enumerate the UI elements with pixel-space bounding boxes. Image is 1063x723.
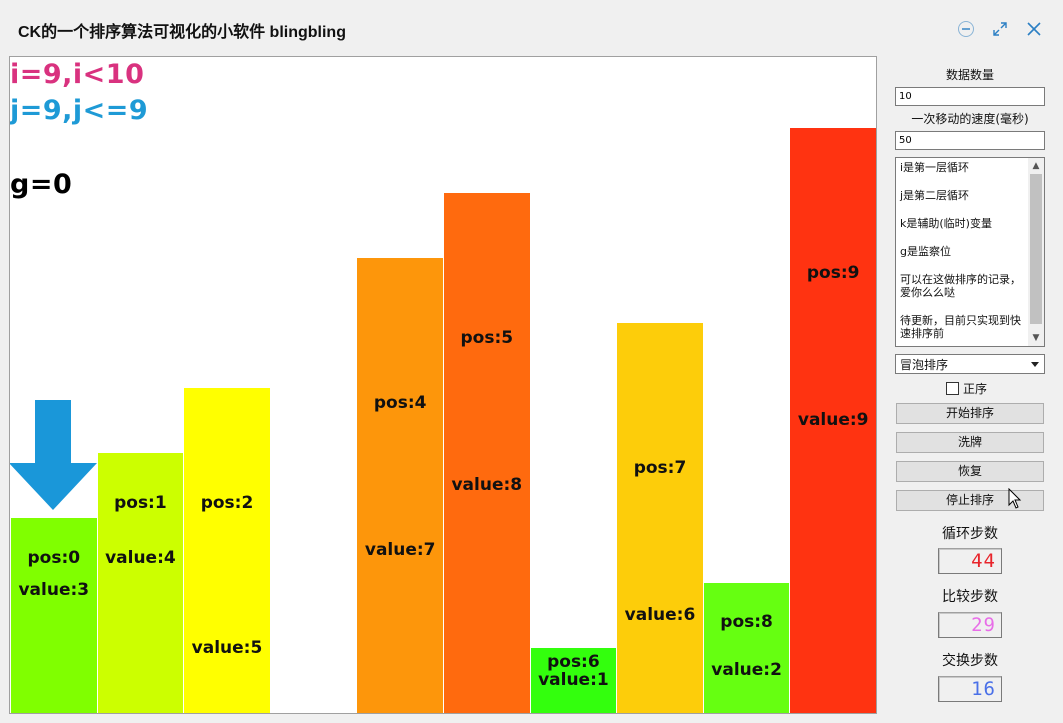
ascending-option[interactable]: 正序: [946, 380, 987, 397]
bar-pos-label: pos:0: [27, 548, 81, 568]
flag-g-status: g=0: [10, 169, 73, 200]
notes-content: i是第一层循环 j是第二层循环 k是辅助(临时)变量 g是监察位可以在这做排序的记录，…: [896, 158, 1028, 346]
minimize-icon: [958, 21, 974, 37]
note-item: i是第一层循环: [900, 161, 970, 174]
close-icon: [1027, 22, 1041, 36]
note-item: k是辅助(临时)变量: [900, 217, 992, 230]
sort-bar: pos:0 value:3: [10, 518, 97, 713]
bar-pos-label: pos:7: [633, 458, 687, 478]
scroll-up-icon[interactable]: ▲: [1032, 161, 1040, 171]
maximize-button[interactable]: [987, 16, 1013, 42]
sort-bar: pos:8 value:2: [702, 583, 790, 713]
bar-value-label: value:8: [451, 475, 523, 495]
data-count-input[interactable]: [895, 87, 1045, 106]
note-item: 待更新，目前只实现到快速排序前: [900, 314, 1021, 340]
data-count-label: 数据数量: [945, 68, 994, 82]
maximize-icon: [993, 22, 1007, 36]
swap-steps-display: 16: [938, 676, 1002, 702]
title-bar: CK的一个排序算法可视化的小软件 blingbling: [0, 0, 1063, 56]
sort-bar: pos:1 value:4: [96, 453, 184, 713]
bar-pos-label: pos:1: [114, 493, 167, 513]
stop-sort-button[interactable]: 停止排序: [896, 490, 1044, 511]
sort-bar: pos:7 value:6: [616, 323, 703, 713]
restore-button[interactable]: 恢复: [896, 461, 1044, 482]
minimize-button[interactable]: [953, 16, 979, 42]
compare-steps-display: 29: [938, 612, 1002, 638]
scroll-down-icon[interactable]: ▼: [1032, 333, 1040, 343]
bar-pos-label: pos:2: [200, 493, 254, 513]
bar-value-label: value:1: [538, 670, 609, 690]
ascending-label: 正序: [963, 382, 988, 396]
sort-bar: pos:4 value:7: [356, 258, 443, 713]
chevron-down-icon: [1031, 362, 1039, 367]
speed-input[interactable]: [895, 131, 1045, 150]
mouse-pointer-icon: [1008, 488, 1022, 509]
bar-pos-label: pos:4: [373, 393, 427, 413]
bar-pos-label: pos:8: [720, 612, 773, 632]
bar-pos-label: pos:6: [547, 652, 600, 672]
bar-value-label: value:3: [18, 580, 90, 600]
window-title: CK的一个排序算法可视化的小软件 blingbling: [18, 24, 346, 41]
speed-label: 一次移动的速度(毫秒): [911, 112, 1029, 126]
notes-textarea[interactable]: i是第一层循环 j是第二层循环 k是辅助(临时)变量 g是监察位可以在这做排序的记录，…: [895, 157, 1045, 347]
bar-value-label: value:5: [191, 638, 263, 658]
swap-steps-label: 交换步数: [942, 653, 998, 669]
sort-canvas: pos:0 value:3 pos:1 value:4 pos:2 value:5 pos:…: [9, 56, 877, 714]
sort-bar: pos:5 value:8: [443, 193, 530, 713]
algorithm-select[interactable]: 冒泡排序: [895, 354, 1045, 374]
loop-steps-display: 44: [938, 548, 1002, 574]
sort-bar: pos:9 value:9: [789, 128, 876, 713]
loop-steps-label: 循环步数: [942, 526, 998, 542]
loop-i-status: i=9,i<10: [10, 59, 145, 90]
notes-scrollbar[interactable]: ▲ ▼: [1028, 158, 1044, 346]
bar-value-label: value:7: [364, 540, 436, 560]
note-item: j是第二层循环: [900, 189, 970, 202]
shuffle-button[interactable]: 洗牌: [896, 432, 1044, 453]
bar-value-label: value:6: [624, 605, 696, 625]
note-item: g是监察位: [900, 245, 951, 258]
sort-bar: pos:6 value:1: [529, 648, 617, 713]
compare-steps-label: 比较步数: [942, 589, 998, 605]
bar-pos-label: pos:9: [806, 263, 860, 283]
bar-value-label: value:9: [797, 410, 869, 430]
note-item: 可以在这做排序的记录，爱你么么哒: [900, 273, 1021, 299]
down-arrow-icon: [10, 400, 97, 510]
close-button[interactable]: [1021, 16, 1047, 42]
scroll-thumb[interactable]: [1030, 174, 1042, 324]
bar-value-label: value:4: [105, 548, 176, 568]
sort-bar: pos:2 value:5: [183, 388, 270, 713]
algorithm-selected-value: 冒泡排序: [900, 358, 949, 372]
bar-value-label: value:2: [711, 660, 782, 680]
ascending-checkbox[interactable]: [946, 382, 959, 395]
loop-j-status: j=9,j<=9: [10, 95, 149, 126]
bar-pos-label: pos:5: [460, 328, 514, 348]
start-sort-button[interactable]: 开始排序: [896, 403, 1044, 424]
